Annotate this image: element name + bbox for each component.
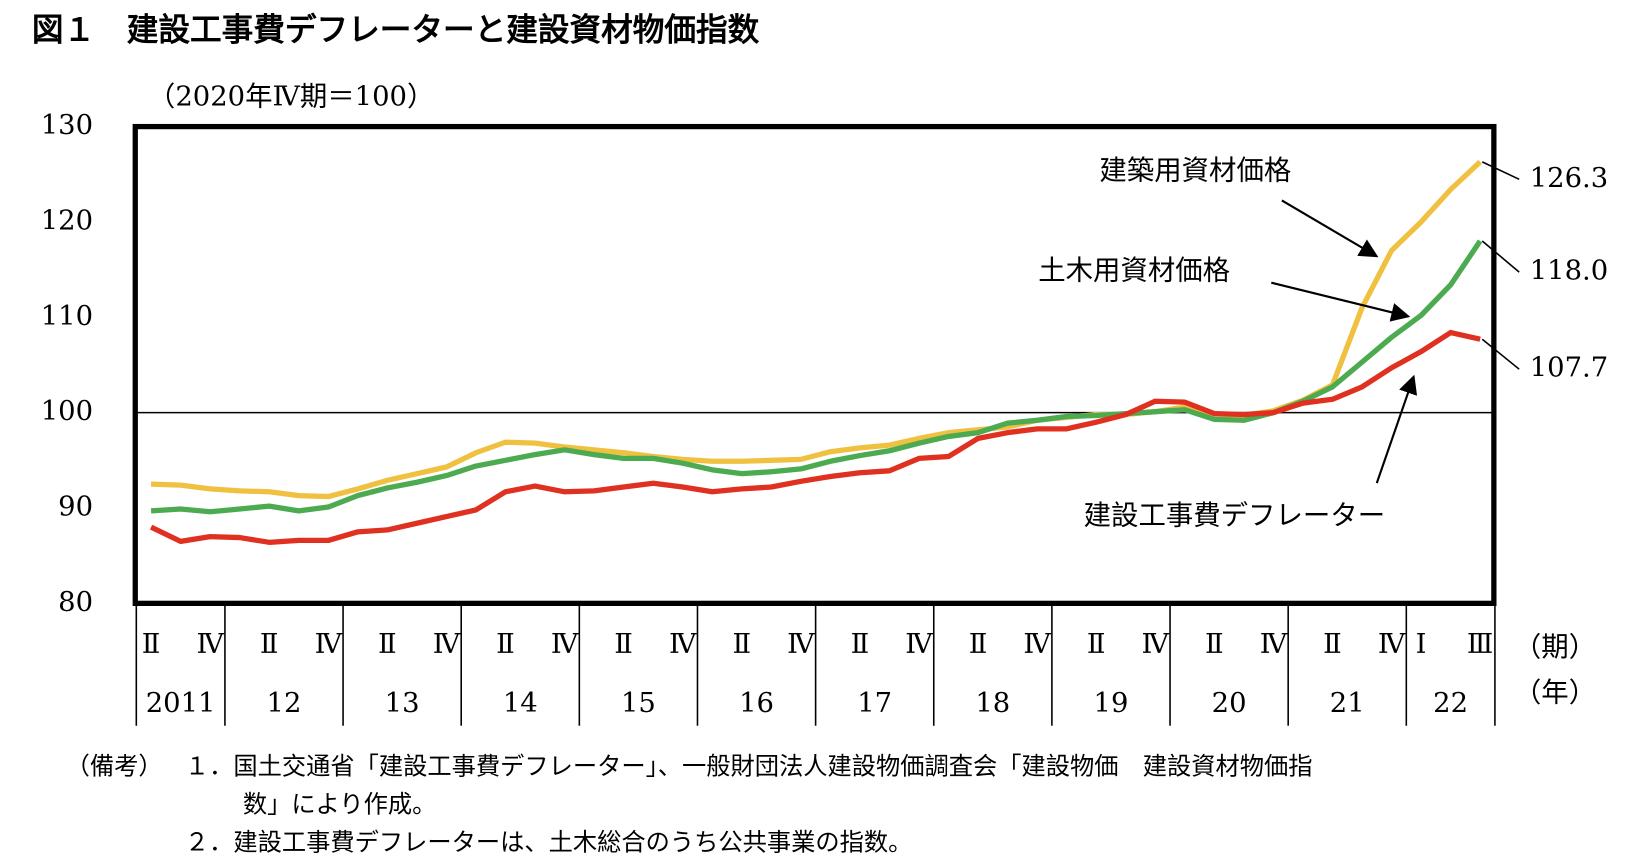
end-label: 126.3 (1530, 163, 1608, 194)
x-tick-label: Ⅱ (969, 629, 988, 660)
x-tick-label: Ⅱ (1323, 629, 1342, 660)
end-label: 107.7 (1530, 353, 1608, 384)
group-label: 14 (503, 688, 538, 719)
x-tick-label: Ⅳ (1378, 629, 1406, 660)
group-unit-label: （年） (1514, 678, 1596, 709)
x-tick-label: Ⅰ (1416, 629, 1427, 660)
note: １．国土交通省「建設工事費デフレーター」、一般財団法人建設物価調査会「建設物価 … (185, 751, 1313, 780)
group-label: 12 (267, 688, 302, 719)
x-tick-label: Ⅱ (1205, 629, 1224, 660)
x-tick-label: Ⅳ (196, 629, 224, 660)
plot-frame (132, 123, 1497, 606)
x-tick-label: Ⅳ (433, 629, 461, 660)
group-label: 22 (1433, 688, 1468, 719)
group-label: 15 (621, 688, 656, 719)
group-label: 21 (1330, 688, 1365, 719)
group-label: 16 (739, 688, 774, 719)
x-tick-label: Ⅳ (1023, 629, 1051, 660)
note: ２．建設工事費デフレーターは、土木総合のうち公共事業の指数。 (185, 827, 913, 856)
y-tick-label: 100 (41, 396, 93, 427)
notes-label: （備考） (66, 751, 163, 780)
x-tick-label: Ⅳ (551, 629, 579, 660)
x-tick-label: Ⅳ (787, 629, 815, 660)
series-label: 土木用資材価格 (1038, 256, 1230, 287)
y-tick-label: 110 (41, 301, 93, 332)
series-line (151, 159, 1482, 500)
x-tick-label: Ⅱ (378, 629, 397, 660)
end-leader (1481, 161, 1520, 181)
x-tick-label: Ⅳ (905, 629, 933, 660)
group-label: 2011 (146, 688, 216, 719)
x-tick-label: Ⅱ (496, 629, 515, 660)
series-line (149, 329, 1481, 545)
series-label: 建設工事費デフレーター (1084, 500, 1385, 531)
end-leader (1481, 240, 1520, 273)
x-tick-label: Ⅱ (1087, 629, 1106, 660)
end-leader (1481, 338, 1520, 370)
group-label: 13 (385, 688, 420, 719)
series-label: 建築用資材価格 (1099, 155, 1291, 186)
x-tick-label: Ⅳ (1260, 629, 1288, 660)
x-tick-label: Ⅳ (1142, 629, 1170, 660)
y-tick-label: 120 (41, 205, 93, 236)
y-tick-label: 130 (41, 110, 93, 141)
x-unit-label: （期） (1514, 632, 1596, 663)
group-label: 18 (975, 688, 1010, 719)
y-tick-label: 80 (58, 587, 93, 618)
x-tick-label: Ⅱ (260, 629, 279, 660)
x-tick-label: Ⅱ (851, 629, 870, 660)
x-tick-label: Ⅱ (614, 629, 633, 660)
chart-title: 図１ 建設工事費デフレーターと建設資材物価指数 (32, 12, 760, 49)
label-arrow (1375, 374, 1418, 484)
note: 数」により作成。 (243, 789, 437, 818)
x-tick-label: Ⅳ (669, 629, 697, 660)
end-label: 118.0 (1530, 256, 1608, 287)
y-tick-label: 90 (58, 491, 93, 522)
series-line (150, 239, 1483, 515)
x-tick-label: Ⅱ (732, 629, 751, 660)
x-tick-label: Ⅱ (142, 629, 161, 660)
unit-label: （2020年Ⅳ期＝100） (148, 82, 434, 113)
group-label: 20 (1212, 688, 1247, 719)
label-arrow (1271, 281, 1411, 322)
group-label: 19 (1094, 688, 1129, 719)
label-arrow (1281, 199, 1379, 258)
x-tick-label: Ⅲ (1467, 629, 1493, 660)
group-label: 17 (857, 688, 892, 719)
x-tick-label: Ⅳ (315, 629, 343, 660)
